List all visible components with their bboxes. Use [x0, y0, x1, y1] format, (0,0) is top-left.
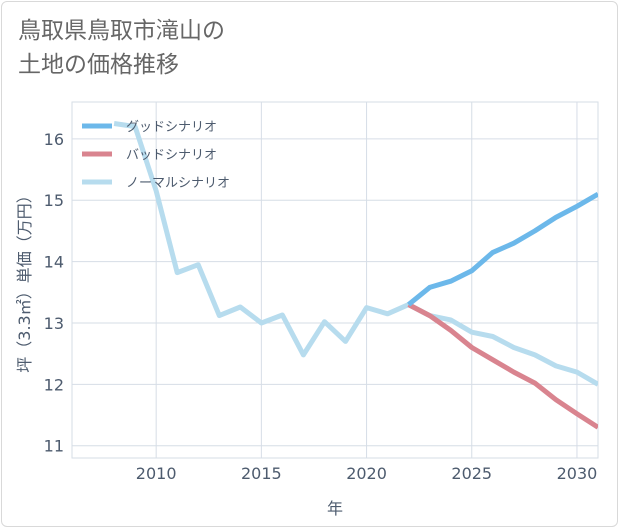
- series-line-normal: [113, 121, 598, 387]
- y-tick-label: 12: [44, 375, 64, 394]
- x-tick-label: 2020: [346, 464, 387, 483]
- x-tick-label: 2030: [557, 464, 598, 483]
- x-tick-label: 2025: [451, 464, 492, 483]
- chart-title: 鳥取県鳥取市滝山の 土地の価格推移: [18, 14, 225, 82]
- y-tick-label: 11: [44, 437, 64, 456]
- y-axis-title: 坪（3.3㎡）単価（万円）: [15, 187, 34, 372]
- legend-label: グッドシナリオ: [126, 120, 217, 135]
- x-tick-label: 2010: [136, 464, 177, 483]
- x-axis-title: 年: [327, 499, 343, 518]
- legend-label: バッドシナリオ: [126, 148, 217, 163]
- legend-label: ノーマルシナリオ: [126, 176, 230, 191]
- y-tick-label: 15: [44, 191, 64, 210]
- axes: 11 12 13 14 15 16 2010 2015 2020 2025 2030 年 坪（3.3㎡）…: [15, 130, 597, 518]
- series-line-good: [407, 191, 598, 307]
- plot-area: [71, 101, 599, 459]
- series-lines: [113, 121, 598, 430]
- y-tick-label: 14: [44, 253, 64, 272]
- series-line-bad: [407, 302, 598, 430]
- y-tick-label: 13: [44, 314, 64, 333]
- grid-lines: [71, 101, 599, 459]
- title-line-1: 鳥取県鳥取市滝山の: [18, 18, 225, 44]
- title-line-2: 土地の価格推移: [18, 52, 179, 78]
- y-tick-label: 16: [44, 130, 64, 149]
- x-tick-label: 2015: [241, 464, 282, 483]
